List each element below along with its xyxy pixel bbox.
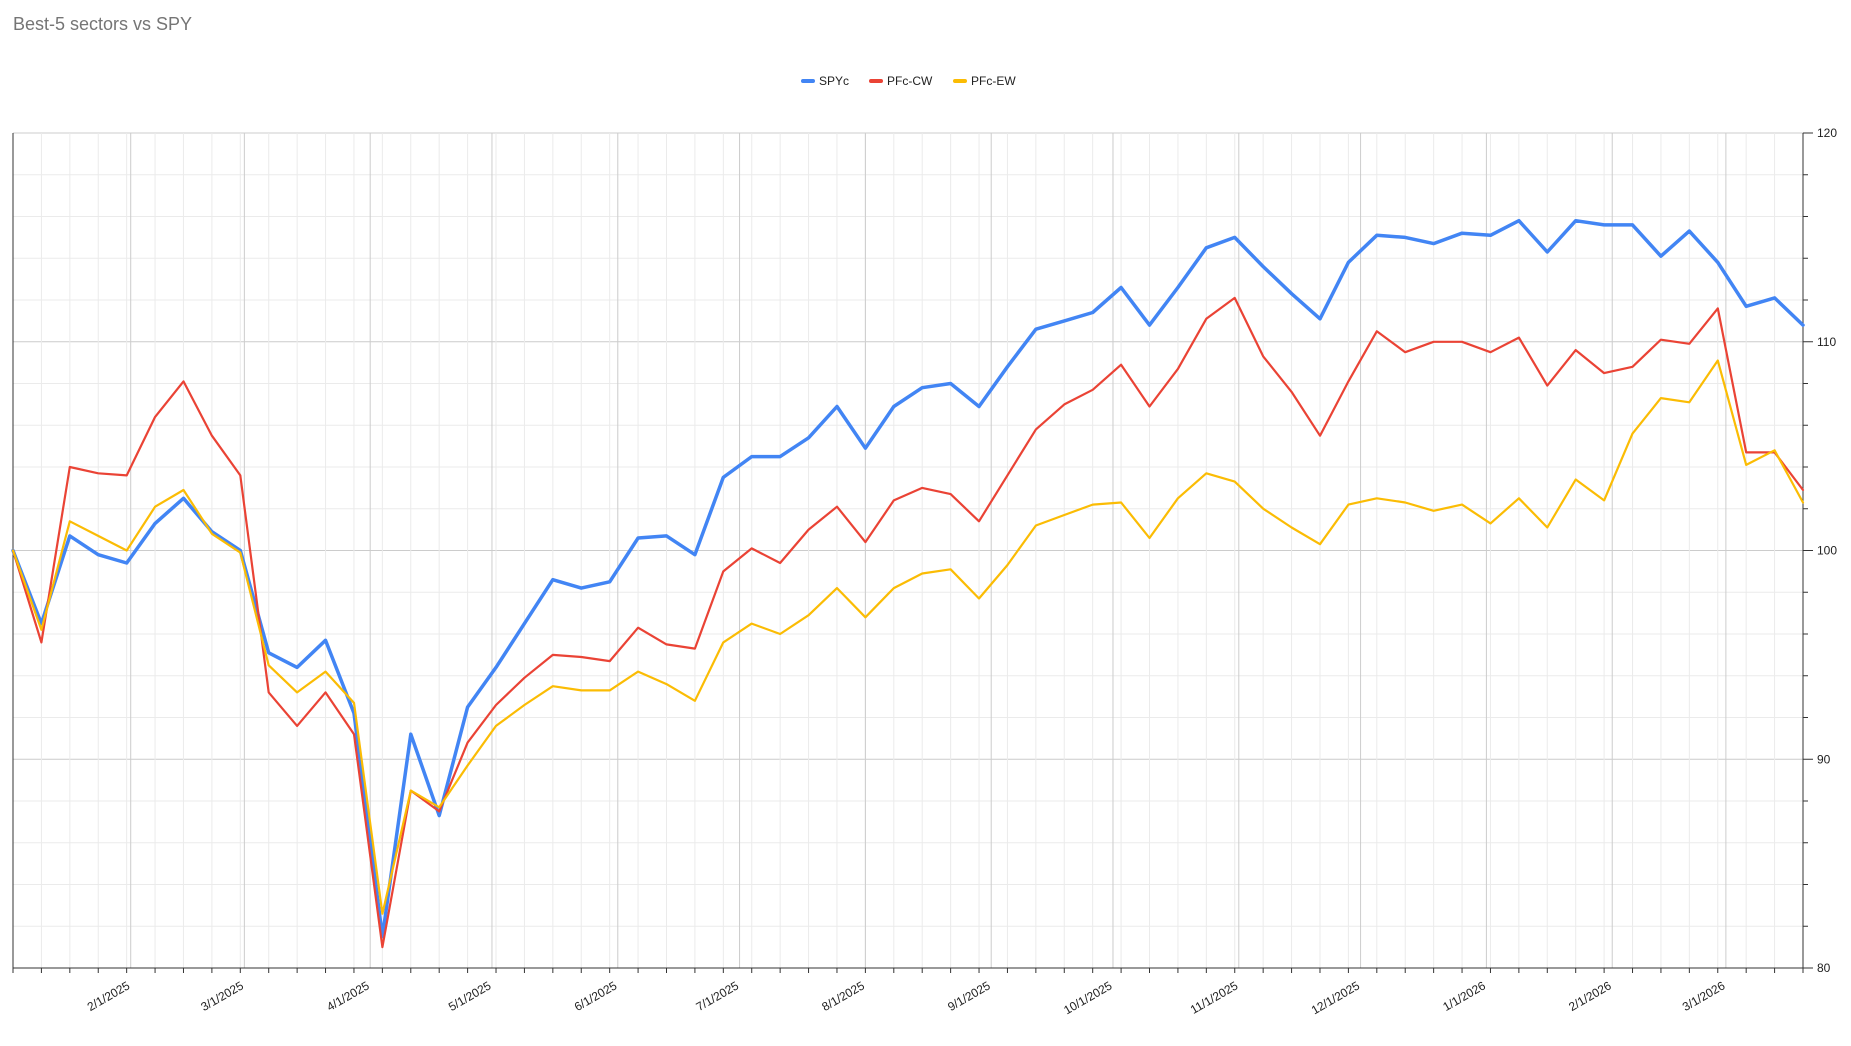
x-tick-label: 4/1/2025 — [324, 978, 372, 1014]
x-tick-label: 2/1/2025 — [85, 978, 133, 1014]
y-tick-label: 90 — [1817, 752, 1831, 766]
y-tick-label: 100 — [1817, 544, 1837, 558]
x-tick-label: 12/1/2025 — [1309, 978, 1363, 1017]
series-line-pfc-ew — [11, 359, 1805, 915]
series-lines — [11, 218, 1805, 949]
x-tick-label: 11/1/2025 — [1188, 978, 1241, 1017]
x-tick-label: 9/1/2025 — [945, 978, 993, 1014]
legend: SPYc PFc-CW PFc-EW — [801, 74, 1016, 88]
x-tick-label: 3/1/2026 — [1680, 978, 1728, 1014]
legend-label: PFc-CW — [887, 74, 933, 88]
axes: 80 90 100 110 120 2/1/2025 3/1/2025 4/1/2025 5/1… — [12, 126, 1837, 1017]
legend-label: PFc-EW — [971, 74, 1016, 88]
series-line-pfc-cw — [11, 296, 1805, 949]
x-tick-label: 8/1/2025 — [819, 978, 867, 1014]
x-tick-label: 3/1/2025 — [198, 978, 246, 1014]
series-line-spyc — [11, 218, 1805, 939]
grid-lines — [12, 132, 1804, 969]
y-tick-label: 110 — [1817, 335, 1836, 349]
x-tick-label: 10/1/2025 — [1061, 978, 1115, 1017]
legend-label: SPYc — [819, 74, 849, 88]
x-tick-label: 2/1/2026 — [1566, 978, 1614, 1014]
x-tick-label: 6/1/2025 — [572, 978, 620, 1014]
chart-title: Best-5 sectors vs SPY — [13, 14, 193, 34]
x-tick-label: 5/1/2025 — [446, 978, 494, 1014]
x-tick-label: 1/1/2026 — [1440, 978, 1488, 1014]
x-tick-label: 7/1/2025 — [694, 978, 742, 1014]
y-tick-label: 80 — [1817, 961, 1831, 975]
y-tick-label: 120 — [1817, 126, 1837, 140]
